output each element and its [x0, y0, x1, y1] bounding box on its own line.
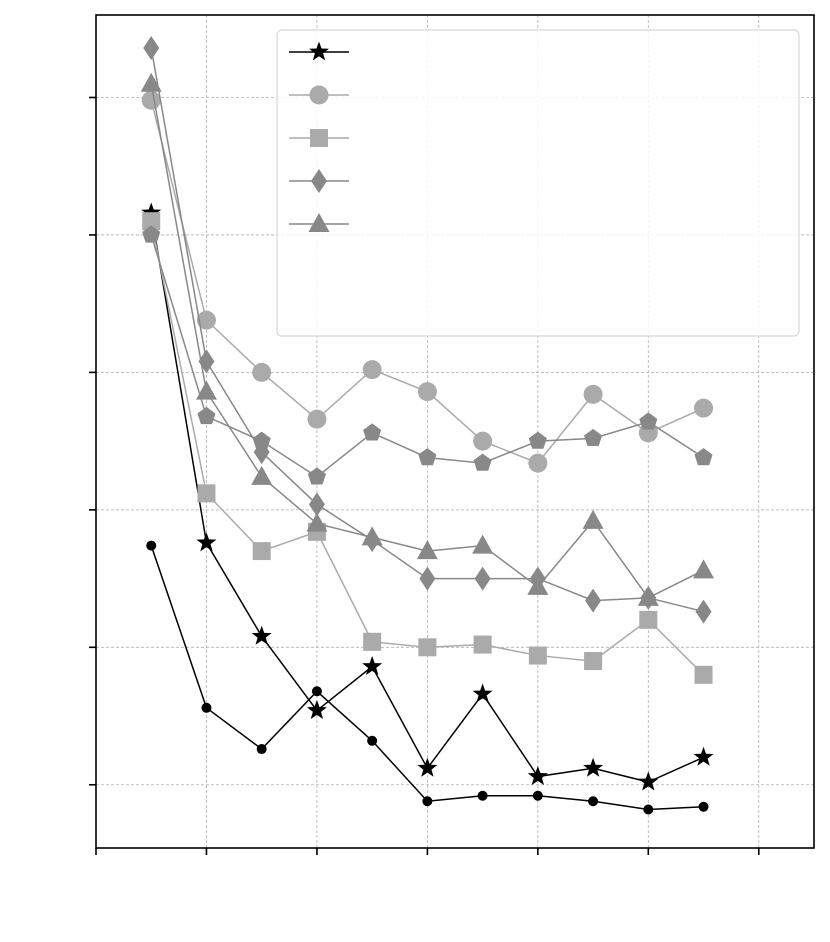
- legend-marker-diamond: [311, 169, 327, 193]
- series-triangle: [140, 72, 715, 606]
- data-point-circle-small: [367, 735, 378, 746]
- data-point-star: [362, 656, 383, 676]
- data-point-circle-small: [532, 790, 543, 801]
- data-point-circle: [583, 384, 603, 404]
- data-point-pentagon: [639, 412, 658, 430]
- axes-frame: [95, 14, 815, 849]
- data-point-pentagon: [418, 448, 437, 466]
- data-point-circle-small: [643, 804, 654, 815]
- data-point-square: [473, 635, 492, 654]
- data-point-triangle: [693, 559, 715, 579]
- data-point-triangle: [361, 526, 383, 546]
- data-point-star: [583, 757, 604, 777]
- legend-marker-circle: [309, 85, 329, 105]
- axis-ticks: [89, 96, 760, 855]
- data-point-circle: [307, 409, 327, 429]
- data-point-star: [251, 625, 272, 645]
- data-point-square: [528, 646, 547, 665]
- data-point-pentagon: [584, 428, 603, 447]
- data-point-triangle: [195, 380, 217, 400]
- data-point-star: [638, 771, 659, 791]
- plot-area: [140, 35, 715, 815]
- data-point-circle-small: [256, 744, 267, 755]
- legend-marker-triangle: [308, 213, 330, 232]
- data-point-circle-small: [588, 796, 599, 807]
- data-point-diamond: [308, 492, 325, 517]
- data-point-circle: [362, 360, 382, 380]
- data-point-pentagon: [197, 406, 216, 425]
- legend-entry-circle: [289, 85, 349, 105]
- data-point-triangle: [416, 540, 438, 560]
- data-point-square: [142, 212, 161, 231]
- data-point-pentagon: [252, 431, 271, 449]
- data-point-circle: [141, 90, 161, 110]
- data-point-diamond: [419, 566, 436, 591]
- legend-entry-diamond: [289, 169, 349, 193]
- data-point-pentagon: [307, 467, 326, 485]
- data-point-pentagon: [142, 225, 161, 243]
- legend-entry-triangle: [289, 213, 349, 232]
- data-point-star: [527, 766, 548, 786]
- data-point-star: [693, 746, 714, 766]
- legend-entry-square: [289, 129, 349, 147]
- data-point-diamond: [585, 588, 602, 613]
- data-point-circle-small: [201, 702, 212, 713]
- series-circle-small: [146, 540, 709, 815]
- data-point-pentagon: [528, 431, 547, 449]
- data-point-circle-small: [146, 540, 157, 551]
- data-point-circle: [417, 382, 437, 402]
- series-square: [142, 212, 713, 684]
- data-point-diamond: [474, 566, 491, 591]
- data-point-triangle: [472, 534, 494, 554]
- data-point-triangle: [527, 575, 549, 595]
- data-point-circle: [694, 398, 714, 418]
- series-pentagon: [142, 225, 713, 485]
- legend-marker-star: [309, 41, 329, 61]
- data-point-pentagon: [473, 453, 492, 471]
- data-point-circle-small: [422, 796, 433, 807]
- series-star: [141, 202, 714, 791]
- data-point-star: [417, 757, 438, 777]
- data-point-circle-small: [698, 801, 709, 812]
- data-point-square: [584, 652, 603, 671]
- data-point-square: [197, 484, 216, 503]
- data-point-circle-small: [477, 790, 488, 801]
- data-point-diamond: [695, 599, 712, 624]
- data-point-triangle: [582, 509, 604, 529]
- data-point-triangle: [251, 465, 273, 485]
- series-circle: [141, 90, 714, 473]
- data-point-circle-small: [311, 686, 322, 697]
- data-point-square: [639, 610, 658, 629]
- data-point-square: [694, 665, 713, 684]
- data-point-circle: [528, 453, 548, 473]
- data-point-pentagon: [363, 423, 382, 441]
- data-point-square: [418, 638, 437, 657]
- data-point-triangle: [140, 72, 162, 92]
- data-point-square: [252, 542, 271, 561]
- data-point-pentagon: [694, 448, 713, 466]
- data-point-star: [196, 532, 217, 552]
- data-point-diamond: [143, 35, 160, 60]
- legend-frame: [276, 29, 800, 337]
- data-point-circle: [473, 431, 493, 451]
- data-point-triangle: [306, 512, 328, 532]
- data-point-star: [141, 202, 162, 222]
- data-point-circle: [252, 362, 272, 382]
- legend: [276, 29, 800, 337]
- data-point-star: [306, 700, 327, 720]
- data-point-square: [363, 632, 382, 651]
- data-point-star: [472, 683, 493, 703]
- legend-entry-star: [289, 41, 349, 61]
- legend-marker-square: [310, 129, 328, 147]
- data-point-circle: [196, 310, 216, 330]
- data-point-triangle: [637, 586, 659, 606]
